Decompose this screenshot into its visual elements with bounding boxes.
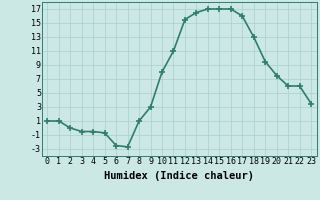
- X-axis label: Humidex (Indice chaleur): Humidex (Indice chaleur): [104, 171, 254, 181]
